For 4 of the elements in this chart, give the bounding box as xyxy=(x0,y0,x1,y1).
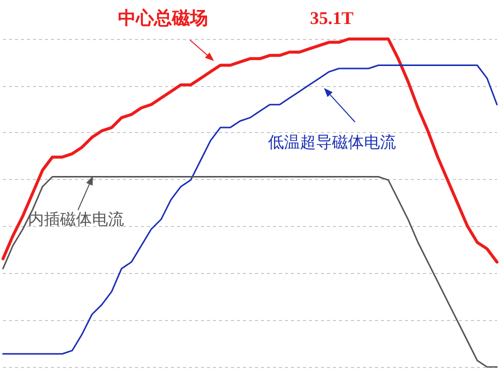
legend-label: 内插磁体电流 xyxy=(28,210,124,228)
legend-label: 低温超导磁体电流 xyxy=(268,134,396,152)
text: 35.1T xyxy=(310,8,354,28)
text: 中心总磁场 xyxy=(118,8,208,28)
